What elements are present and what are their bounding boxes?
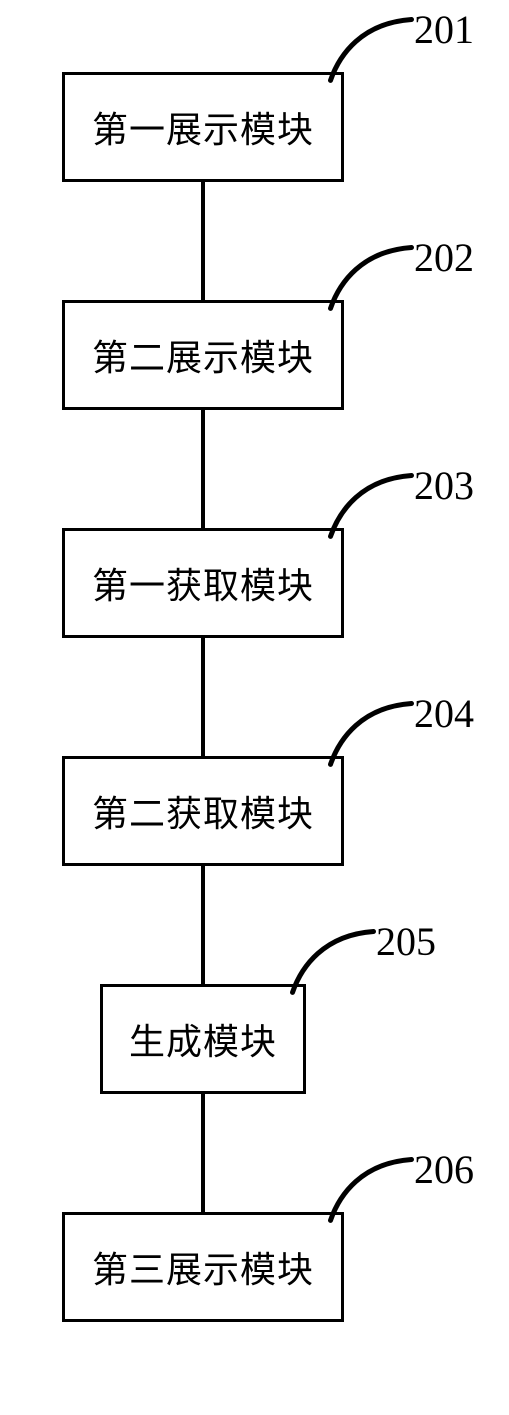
edge-n3-n4	[201, 638, 205, 756]
edge-n1-n2	[201, 182, 205, 300]
flow-node-label: 第二展示模块	[92, 329, 314, 381]
flow-node-n4: 第二获取模块	[62, 756, 344, 866]
node-number-label: 206	[414, 1146, 474, 1193]
node-number-label: 202	[414, 234, 474, 281]
flow-node-n1: 第一展示模块	[62, 72, 344, 182]
node-number-label: 205	[376, 918, 436, 965]
node-number-label: 203	[414, 462, 474, 509]
flow-node-label: 第三展示模块	[92, 1241, 314, 1293]
edge-n2-n3	[201, 410, 205, 528]
flow-node-n2: 第二展示模块	[62, 300, 344, 410]
flow-node-n5: 生成模块	[100, 984, 306, 1094]
flow-node-n6: 第三展示模块	[62, 1212, 344, 1322]
flow-node-label: 第二获取模块	[92, 785, 314, 837]
node-number-label: 204	[414, 690, 474, 737]
flow-node-label: 生成模块	[129, 1013, 277, 1065]
flow-node-label: 第一获取模块	[92, 557, 314, 609]
node-number-label: 201	[414, 6, 474, 53]
edge-n5-n6	[201, 1094, 205, 1212]
edge-n4-n5	[201, 866, 205, 984]
flow-node-n3: 第一获取模块	[62, 528, 344, 638]
flow-node-label: 第一展示模块	[92, 101, 314, 153]
